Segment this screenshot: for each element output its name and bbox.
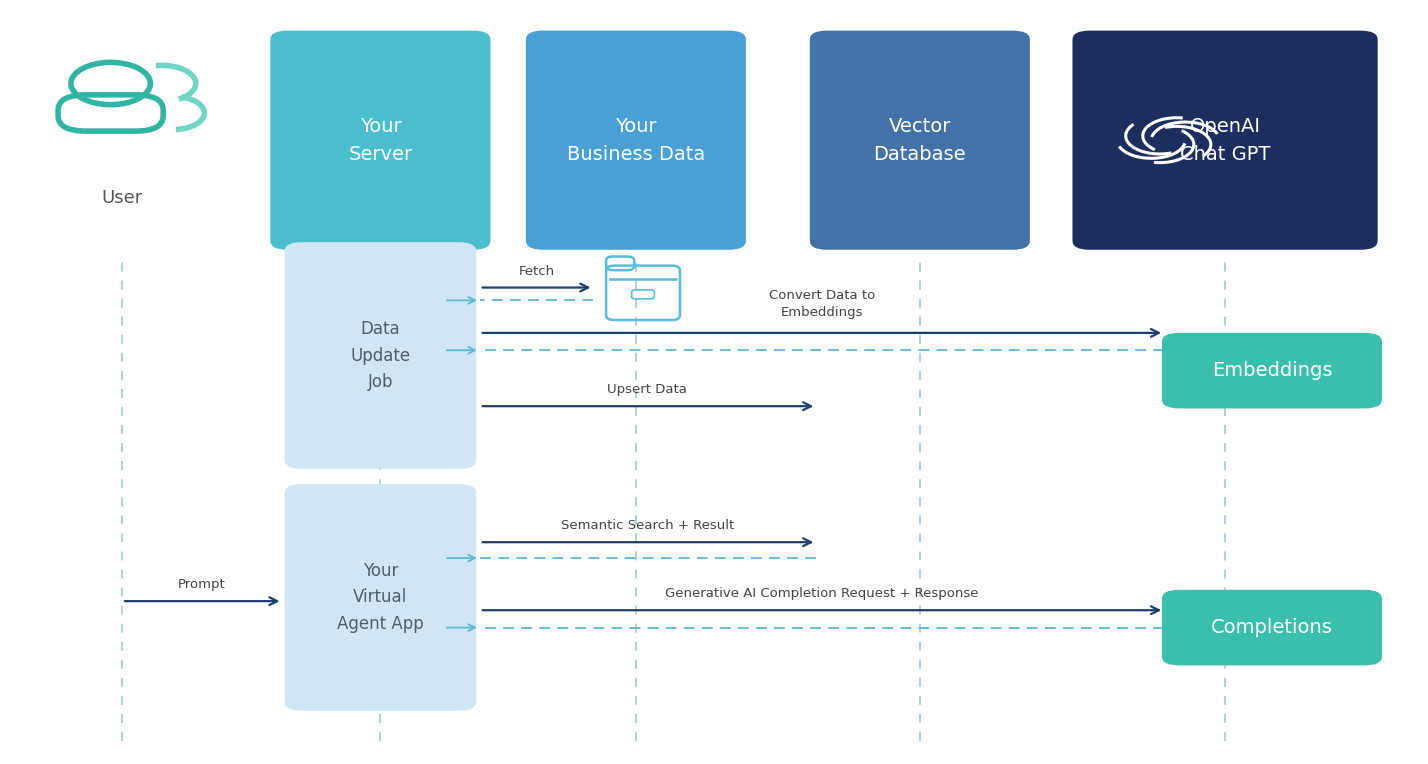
Text: Upsert Data: Upsert Data <box>607 384 687 397</box>
FancyBboxPatch shape <box>270 31 490 250</box>
Text: Your
Business Data: Your Business Data <box>567 117 705 163</box>
Text: Data
Update
Job: Data Update Job <box>350 320 410 391</box>
FancyBboxPatch shape <box>284 484 476 711</box>
Text: Fetch: Fetch <box>518 264 554 278</box>
Text: Embeddings: Embeddings <box>1212 361 1332 380</box>
Text: Semantic Search + Result: Semantic Search + Result <box>561 520 734 533</box>
FancyBboxPatch shape <box>526 31 745 250</box>
Text: Convert Data to
Embeddings: Convert Data to Embeddings <box>768 290 875 319</box>
Text: Vector
Database: Vector Database <box>874 117 967 163</box>
FancyBboxPatch shape <box>1072 31 1378 250</box>
FancyBboxPatch shape <box>1162 590 1382 665</box>
Text: Prompt: Prompt <box>177 578 226 591</box>
Text: User: User <box>101 189 143 207</box>
Text: Generative AI Completion Request + Response: Generative AI Completion Request + Respo… <box>665 588 978 601</box>
Text: Your
Server: Your Server <box>348 117 413 163</box>
FancyBboxPatch shape <box>1162 333 1382 409</box>
Text: Completions: Completions <box>1211 618 1332 637</box>
Text: Your
Virtual
Agent App: Your Virtual Agent App <box>337 562 424 633</box>
Text: OpenAI
Chat GPT: OpenAI Chat GPT <box>1180 117 1271 163</box>
FancyBboxPatch shape <box>810 31 1030 250</box>
FancyBboxPatch shape <box>284 242 476 469</box>
